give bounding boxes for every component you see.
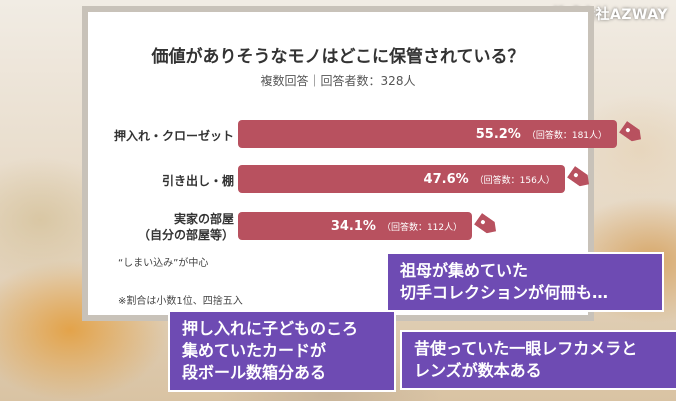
bar-value-label-0: 55.2% （回答数：181人） bbox=[475, 127, 608, 142]
bar-value-label-2: 34.1% （回答数：112人） bbox=[330, 219, 463, 234]
bar-count-label-0: （回答数：181人） bbox=[526, 131, 608, 141]
rounding-note: ※割合は小数1位、四捨五入 bbox=[118, 296, 243, 307]
category-label-2: 実家の部屋 （自分の部屋等） bbox=[137, 212, 234, 242]
bar-count-label-2: （回答数：112人） bbox=[381, 223, 463, 233]
category-note: “しまい込み”が中心 bbox=[118, 258, 209, 269]
bar-0 bbox=[238, 120, 618, 148]
comment-bubble-2: 昔使っていた一眼レフカメラと レンズが数本ある bbox=[400, 330, 676, 390]
bar-1 bbox=[238, 165, 565, 193]
chart-card: 価値がありそうなモノはどこに保管されている？ 複数回答｜回答者数：328人 押入… bbox=[88, 12, 588, 315]
comment-bubble-1: 押し入れに子どものころ 集めていたカードが 段ボール数箱分ある bbox=[168, 310, 396, 392]
bar-2 bbox=[238, 212, 473, 240]
comment-bubble-0: 祖母が集めていた 切手コレクションが何冊も… bbox=[386, 252, 664, 312]
chart-subtitle: 複数回答｜回答者数：328人 bbox=[260, 74, 416, 88]
category-label-0: 押入れ・クローゼット bbox=[113, 129, 234, 143]
category-label-1: 引き出し・棚 bbox=[161, 174, 234, 188]
bar-count-label-1: （回答数：156人） bbox=[474, 176, 555, 186]
bar-value-label-1: 47.6% （回答数：156人） bbox=[423, 172, 555, 187]
chart-title: 価値がありそうなモノはどこに保管されている？ bbox=[151, 47, 525, 67]
price-tag-icon bbox=[474, 213, 500, 237]
